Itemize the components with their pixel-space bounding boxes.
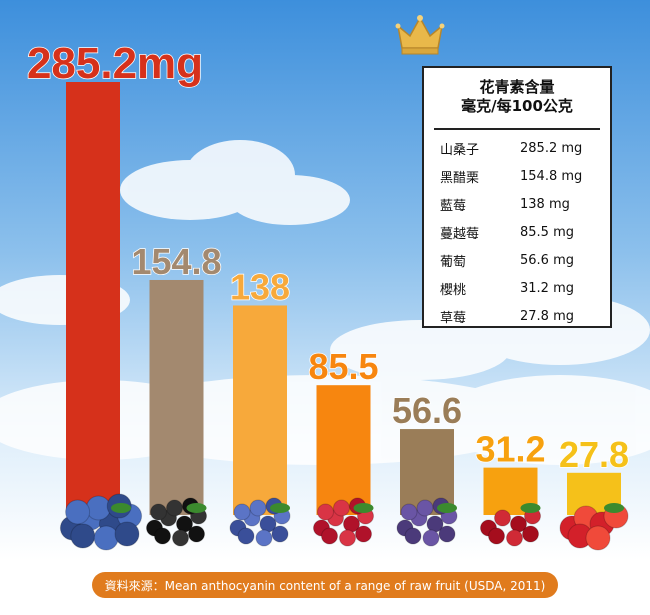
value-label-1: 154.8 <box>131 241 221 282</box>
legend-fruit-name: 蔓越莓 <box>440 226 480 242</box>
bar-2 <box>233 305 287 515</box>
cherry-icon <box>480 503 541 547</box>
fruit-icons-group <box>59 493 629 551</box>
crown-icon <box>395 15 445 55</box>
strawberry-icon <box>559 503 629 551</box>
source-note: 資料來源：Mean anthocyanin content of a range… <box>92 572 558 598</box>
legend-fruit-name: 草莓 <box>440 310 467 326</box>
value-label-5: 31.2 <box>475 429 545 470</box>
value-label-6: 27.8 <box>559 434 629 475</box>
legend-fruit-value: 56.6 mg <box>520 252 574 268</box>
legend-fruit-value: 138 mg <box>520 196 570 212</box>
blackcurrant-icon <box>146 497 207 547</box>
legend-fruit-value: 85.5 mg <box>520 224 574 240</box>
cranberry-icon <box>313 497 374 547</box>
legend-fruit-name: 葡萄 <box>440 254 467 270</box>
bilberry-icon <box>59 493 143 551</box>
legend-fruit-name: 黑醋栗 <box>440 170 480 186</box>
legend-fruit-value: 285.2 mg <box>520 140 583 156</box>
legend-fruit-name: 櫻桃 <box>440 282 467 298</box>
bar-0 <box>66 82 120 515</box>
bar-1 <box>149 279 204 515</box>
legend-fruit-value: 31.2 mg <box>520 280 574 296</box>
value-label-2: 138 <box>230 266 290 307</box>
legend-table: 花青素含量 毫克/每100公克 山桑子 285.2 mg 黑醋栗 154.8 mg 藍莓… <box>422 66 612 328</box>
blueberry-icon <box>229 497 291 547</box>
value-label-4: 56.6 <box>392 390 462 431</box>
legend-rows: 山桑子 285.2 mg 黑醋栗 154.8 mg 藍莓 138 mg 蔓越莓 85.5 mg… <box>424 134 610 330</box>
legend-row: 山桑子 285.2 mg <box>424 134 610 162</box>
bar-3 <box>316 385 371 515</box>
legend-divider <box>434 128 600 130</box>
legend-row: 藍莓 138 mg <box>424 190 610 218</box>
value-label-0: 285.2mg <box>27 39 203 88</box>
legend-fruit-name: 山桑子 <box>440 142 480 158</box>
legend-row: 葡萄 56.6 mg <box>424 246 610 274</box>
legend-fruit-name: 藍莓 <box>440 198 467 214</box>
value-label-3: 85.5 <box>308 346 378 387</box>
grape-icon <box>396 497 458 547</box>
legend-title-line2: 毫克/每100公克 <box>461 97 573 115</box>
legend-fruit-value: 27.8 mg <box>520 308 574 324</box>
legend-row: 草莓 27.8 mg <box>424 302 610 330</box>
legend-title-line1: 花青素含量 <box>479 78 555 96</box>
legend-title: 花青素含量 毫克/每100公克 <box>424 78 610 116</box>
legend-row: 櫻桃 31.2 mg <box>424 274 610 302</box>
legend-fruit-value: 154.8 mg <box>520 168 583 184</box>
legend-row: 黑醋栗 154.8 mg <box>424 162 610 190</box>
legend-row: 蔓越莓 85.5 mg <box>424 218 610 246</box>
